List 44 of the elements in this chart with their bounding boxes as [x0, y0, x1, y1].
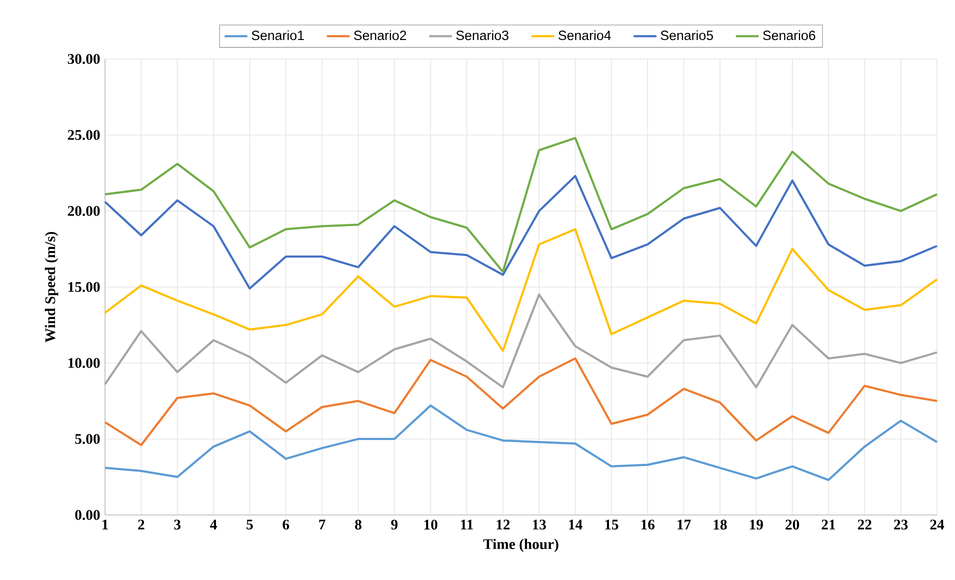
y-tick-label: 5.00 [75, 434, 100, 444]
line-series [104, 228, 938, 352]
x-tick-label: 16 [641, 520, 655, 530]
y-tick-label: 0.00 [75, 510, 100, 520]
y-tick-label: 15.00 [68, 282, 100, 292]
legend-label: Senario2 [354, 30, 406, 40]
x-tick-label: 19 [750, 520, 763, 530]
line-series [104, 174, 938, 290]
x-tick-label: 24 [930, 520, 944, 530]
x-tick-label: 10 [424, 520, 438, 530]
x-tick-label: 17 [678, 520, 691, 530]
x-tick-label: 5 [246, 520, 253, 530]
x-tick-label: 22 [858, 520, 872, 530]
y-axis-title: Wind Speed (m/s) [44, 232, 58, 342]
legend-label: Senario4 [558, 30, 611, 40]
x-tick-label: 13 [532, 520, 546, 530]
x-tick-label: 9 [391, 520, 398, 530]
x-tick-label: 12 [496, 520, 510, 530]
x-tick-label: 15 [605, 520, 618, 530]
x-tick-label: 3 [174, 520, 181, 530]
x-tick-label: 23 [894, 520, 908, 530]
y-tick-label: 30.00 [68, 54, 100, 64]
x-tick-label: 2 [138, 520, 144, 530]
x-tick-label: 4 [210, 520, 217, 530]
legend-label: Senario5 [660, 30, 713, 40]
line-series [104, 136, 938, 273]
x-tick-label: 18 [714, 520, 727, 530]
x-tick-label: 8 [355, 520, 362, 530]
x-axis-title: Time (hour) [483, 538, 558, 552]
line-series [104, 357, 938, 446]
x-tick-label: 1 [102, 520, 108, 530]
x-tick-label: 11 [460, 520, 473, 530]
x-tick-label: 21 [822, 520, 836, 530]
y-tick-label: 25.00 [68, 130, 100, 140]
legend-label: Senario3 [456, 30, 508, 40]
x-tick-label: 20 [786, 520, 800, 530]
x-tick-label: 14 [569, 520, 582, 530]
legend-label: Senario6 [763, 30, 816, 40]
x-tick-label: 6 [282, 520, 290, 530]
line-series [104, 404, 938, 482]
y-tick-label: 10.00 [68, 358, 100, 368]
legend-label: Senario1 [252, 30, 304, 40]
y-tick-label: 20.00 [68, 206, 100, 216]
x-tick-label: 7 [319, 520, 326, 530]
